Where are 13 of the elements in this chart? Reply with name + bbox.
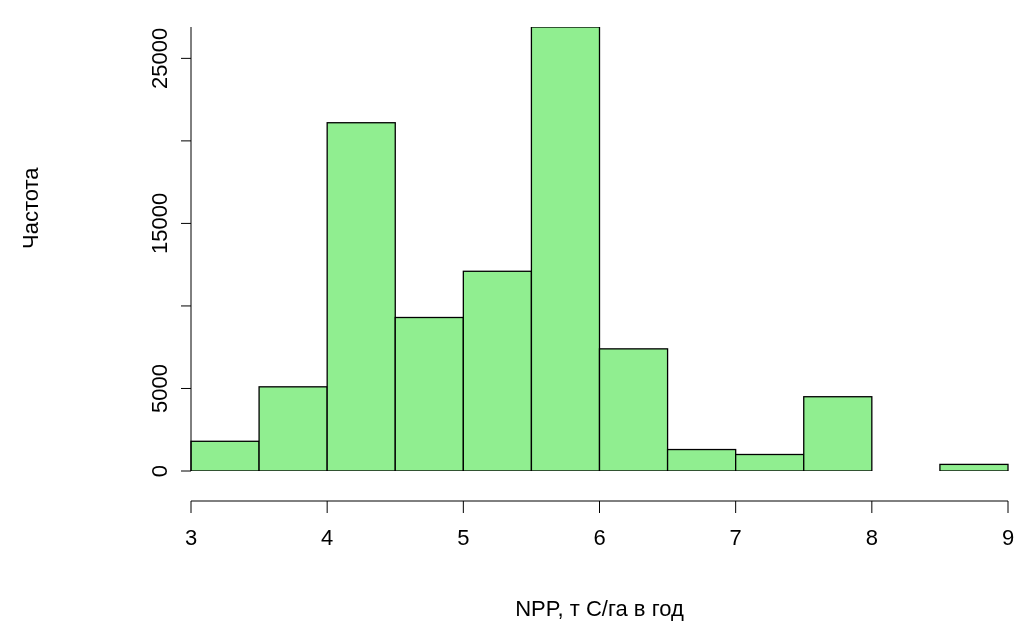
x-tick-label: 4 bbox=[321, 525, 334, 550]
x-tick-label: 5 bbox=[457, 525, 470, 550]
y-tick-label: 25000 bbox=[147, 27, 172, 89]
x-tick-label: 7 bbox=[729, 525, 742, 550]
x-tick-label: 6 bbox=[593, 525, 606, 550]
y-axis-title: Частота bbox=[17, 166, 43, 249]
y-tick-label: 5000 bbox=[147, 364, 172, 413]
x-tick-label: 8 bbox=[865, 525, 878, 550]
y-tick-label: 15000 bbox=[147, 192, 172, 255]
y-tick-label: 0 bbox=[147, 464, 172, 478]
x-axis-title: NPP, т С/га в год bbox=[514, 596, 685, 622]
x-tick-label: 9 bbox=[1001, 525, 1015, 550]
x-tick-label: 3 bbox=[184, 525, 198, 550]
